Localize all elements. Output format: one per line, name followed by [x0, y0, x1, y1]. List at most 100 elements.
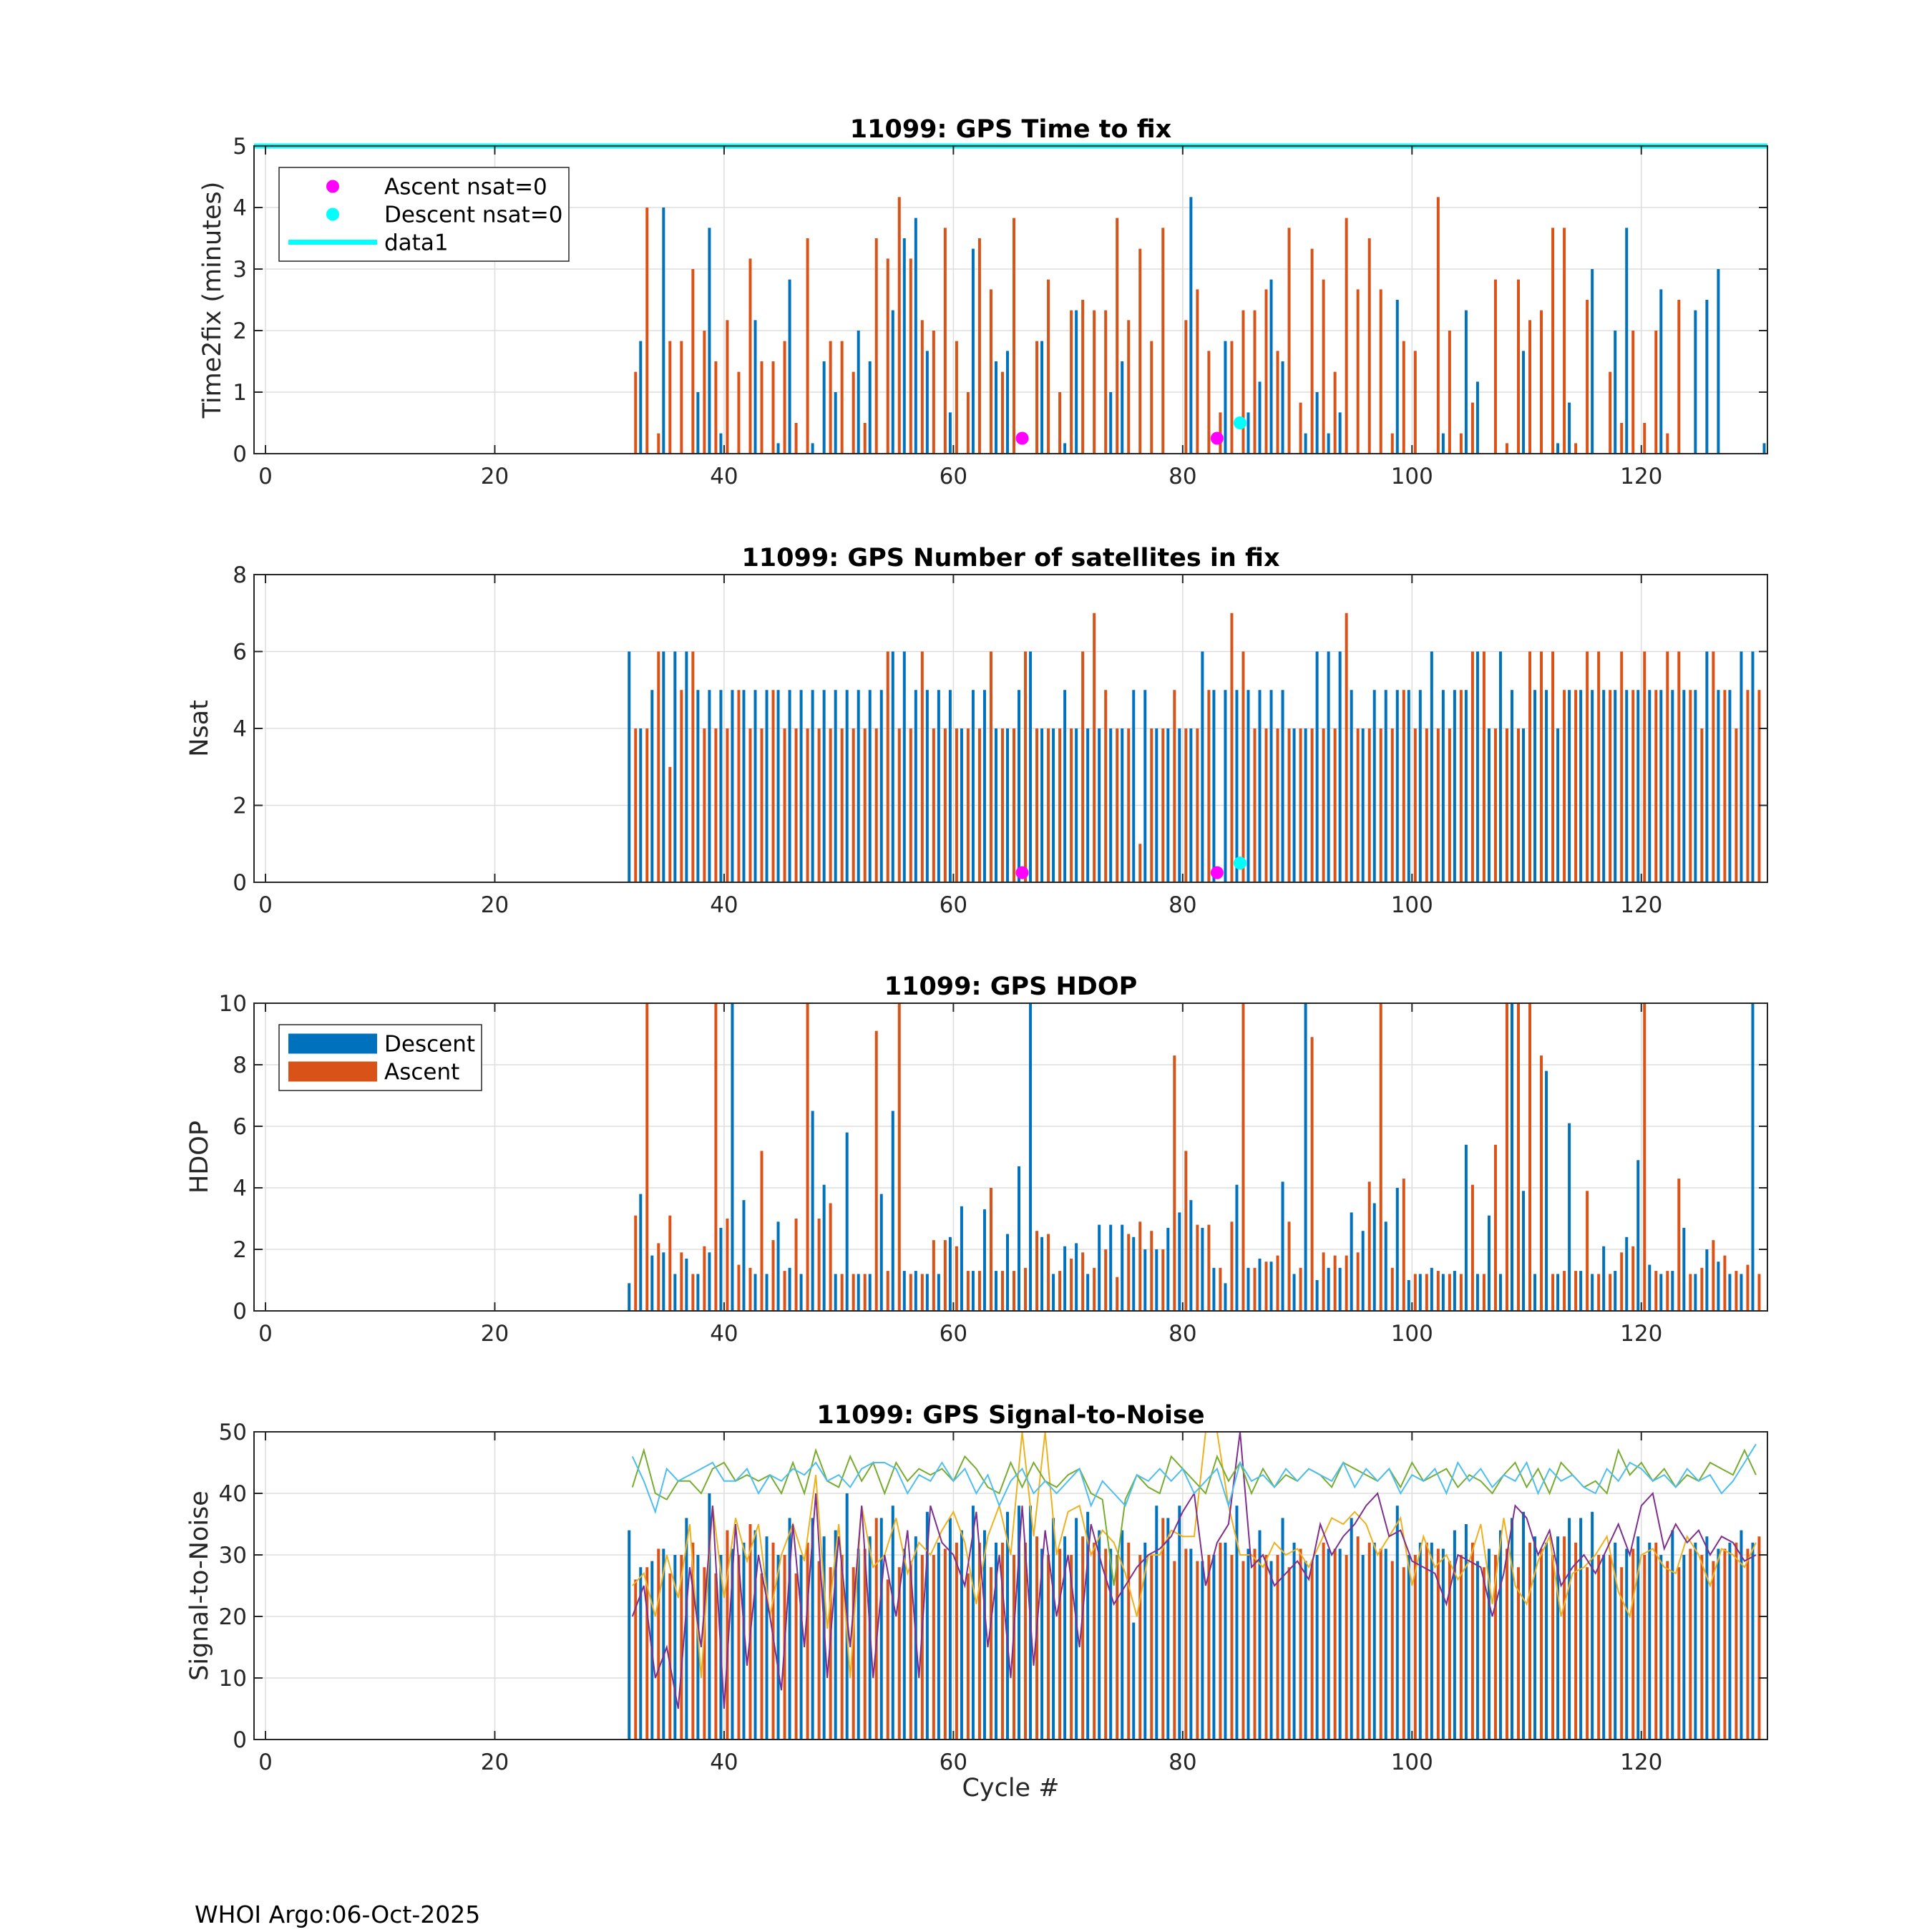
ascent-bar [1574, 1542, 1578, 1740]
descent-bar [765, 690, 769, 882]
y-tick-label: 0 [233, 1299, 247, 1324]
descent-bar [994, 361, 997, 454]
ascent-bar [1654, 1271, 1658, 1311]
x-tick-label: 100 [1391, 1321, 1433, 1347]
descent-bar [834, 392, 837, 454]
descent-bar [1235, 690, 1239, 882]
ascent-bar [1264, 289, 1268, 454]
ascent-bar [1276, 1555, 1279, 1740]
descent-bar [868, 361, 872, 454]
ascent-bar [1551, 228, 1555, 454]
descent-bar [1052, 1518, 1055, 1740]
ascent-bar [1390, 728, 1394, 882]
ascent-bar [771, 1240, 775, 1311]
ascent-bar [1654, 331, 1658, 454]
descent-bar [1395, 300, 1399, 454]
descent-bar [650, 1255, 654, 1311]
ascent-bar [1436, 197, 1440, 454]
descent-bar [879, 1194, 883, 1311]
ascent-bar [1356, 728, 1360, 882]
ascent-bar [1470, 1184, 1474, 1311]
ascent-bar [1287, 728, 1291, 882]
descent-bar [708, 228, 711, 454]
ascent-bar [886, 1579, 889, 1740]
ascent-bar [1276, 351, 1279, 454]
ascent-bar [1540, 651, 1543, 882]
descent-bar [1327, 651, 1330, 882]
ascent-bar [1666, 1271, 1669, 1311]
ascent-bar [1138, 844, 1142, 882]
descent-bar [1591, 1274, 1594, 1311]
descent-bar [628, 651, 631, 882]
ascent-bar [1746, 690, 1750, 882]
descent-nsat0-marker [1233, 857, 1246, 870]
descent-bar [1086, 728, 1090, 882]
ascent-bar [691, 651, 695, 882]
descent-bar [1075, 1243, 1078, 1311]
descent-bar [1143, 690, 1147, 882]
y-tick-label: 10 [219, 1666, 247, 1692]
descent-bar [1556, 728, 1560, 882]
ascent-bar [1000, 728, 1004, 882]
ascent-bar [1081, 651, 1085, 882]
descent-bar [1625, 228, 1629, 454]
ascent-bar [680, 1252, 683, 1311]
descent-bar [765, 1536, 769, 1740]
descent-bar [857, 690, 860, 882]
ascent-bar [1310, 728, 1314, 882]
ascent-bar [1253, 728, 1257, 882]
ascent-bar [1138, 1555, 1142, 1740]
ascent-bar [943, 1548, 947, 1740]
ascent-bar [714, 1003, 718, 1311]
ascent-bar [1402, 1179, 1405, 1311]
ascent-bar [783, 728, 786, 882]
y-tick-label: 2 [233, 1237, 247, 1263]
descent-bar [1178, 728, 1181, 882]
ascent-bar [1310, 1037, 1314, 1311]
descent-bar [1545, 690, 1548, 882]
ascent-bar [1161, 1249, 1165, 1311]
ascent-bar [771, 690, 775, 882]
ascent-bar [1643, 423, 1646, 454]
ascent-bar [1230, 341, 1234, 454]
legend-entry-data1-label: data1 [384, 230, 449, 256]
ascent-bar [1505, 728, 1508, 882]
ascent-bar [680, 341, 683, 454]
ascent-bar [1689, 1274, 1692, 1311]
ascent-bar [691, 1274, 695, 1311]
ascent-bar [726, 320, 729, 454]
descent-bar [1304, 1561, 1307, 1740]
x-tick-label: 60 [940, 1750, 967, 1775]
descent-bar [788, 1518, 791, 1740]
descent-bar [1395, 1188, 1399, 1311]
ascent-bar [1689, 1548, 1692, 1740]
ascent-bar [829, 728, 832, 882]
ascent-bar [1356, 289, 1360, 454]
descent-bar [753, 1530, 757, 1740]
descent-bar [696, 690, 700, 882]
descent-bar [742, 1542, 746, 1740]
ascent-bar [806, 728, 809, 882]
ascent-bar [1219, 1267, 1222, 1311]
ascent-bar [1058, 1271, 1062, 1311]
ascent-bar [1677, 1567, 1681, 1740]
footer-timestamp: WHOI Argo:06-Oct-2025 [195, 1901, 481, 1928]
descent-bar [1006, 351, 1009, 454]
descent-bar [1372, 690, 1376, 882]
descent-bar [1109, 1224, 1113, 1311]
ascent-bar [1116, 728, 1119, 882]
x-tick-label: 60 [940, 892, 967, 918]
ascent-bar [1757, 1274, 1761, 1311]
ascent-bar [1276, 1255, 1279, 1311]
descent-bar [891, 1506, 894, 1740]
y-tick-label: 50 [219, 1420, 247, 1445]
descent-bar [1602, 690, 1606, 882]
legend-entry-ascent-label: Ascent [384, 1060, 459, 1085]
ascent-bar [886, 258, 889, 454]
panel-ttf: 0 20 40 60 80 100 120 0 1 2 3 4 5 11099: GPS Time to … [198, 115, 1768, 489]
descent-bar [948, 690, 952, 882]
descent-bar [1625, 690, 1629, 882]
descent-bar [1338, 1267, 1342, 1311]
descent-bar [1464, 310, 1468, 454]
descent-bar [1315, 651, 1319, 882]
